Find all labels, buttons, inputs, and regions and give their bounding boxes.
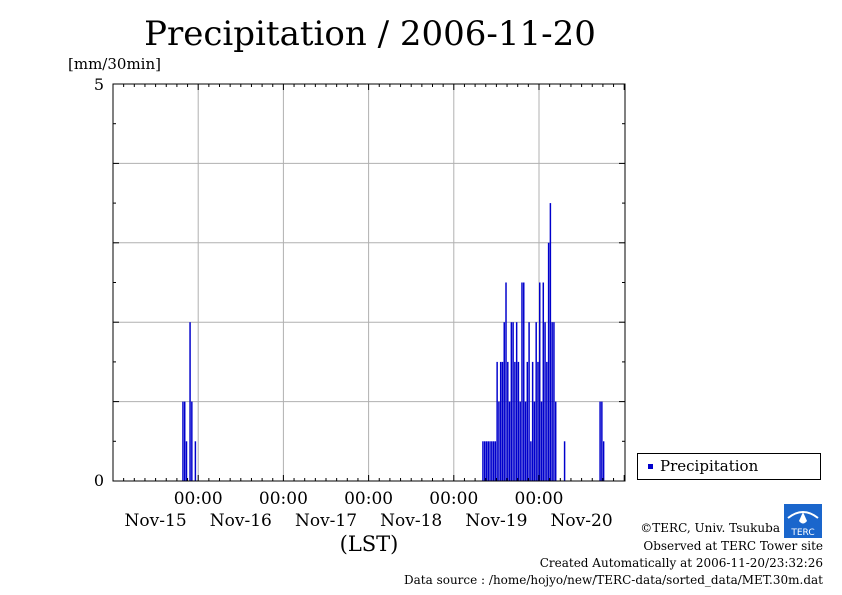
credit-copyright: ©TERC, Univ. Tsukuba <box>640 521 780 535</box>
bar <box>533 401 536 481</box>
x-date-tick-label: Nov-17 <box>294 511 358 531</box>
y-tick-label-min: 0 <box>93 471 104 490</box>
bar <box>528 322 530 481</box>
x-date-tick-label: Nov-15 <box>124 511 187 531</box>
bar <box>494 441 497 481</box>
bar <box>539 282 541 481</box>
x-time-tick-label: 00:00 <box>173 489 223 509</box>
chart-title: Precipitation / 2006-11-20 <box>144 14 596 54</box>
bar <box>507 361 509 481</box>
bar <box>505 282 507 481</box>
bar <box>542 282 545 481</box>
bar <box>523 282 525 481</box>
bar <box>508 401 511 481</box>
y-axis-unit-label: [mm/30min] <box>68 55 161 73</box>
bar <box>517 361 520 481</box>
bar <box>531 361 534 481</box>
x-date-tick-label: Nov-18 <box>380 511 443 531</box>
bar <box>551 322 553 481</box>
credit-data-source: Data source : /home/hojyo/new/TERC-data/… <box>404 573 823 587</box>
x-date-tick-label: Nov-16 <box>209 511 272 531</box>
bar <box>553 322 555 481</box>
legend: Precipitation <box>637 453 821 480</box>
bar <box>482 441 484 481</box>
bar <box>549 203 552 481</box>
bar <box>191 401 193 481</box>
plot-frame <box>112 83 626 482</box>
bar <box>499 361 502 481</box>
bar <box>501 361 504 481</box>
bar <box>514 361 516 481</box>
logo-text: TERC <box>790 528 814 538</box>
x-axis-label: (LST) <box>339 532 399 556</box>
bar <box>537 361 539 481</box>
x-time-tick-label: 00:00 <box>258 489 308 509</box>
bar <box>602 441 605 481</box>
bar <box>485 441 488 481</box>
bar <box>601 401 603 481</box>
bar <box>535 322 537 481</box>
bar <box>554 401 557 481</box>
bar <box>512 322 514 481</box>
bar <box>540 401 543 481</box>
bar <box>492 441 495 481</box>
bar <box>498 401 500 481</box>
x-date-tick-label: Nov-19 <box>465 511 528 531</box>
terc-logo: TERC <box>784 504 822 538</box>
bar <box>184 401 186 481</box>
bar <box>182 401 184 481</box>
x-time-tick-label: 00:00 <box>429 489 479 509</box>
bar <box>521 282 523 481</box>
legend-swatch-precipitation <box>648 464 653 469</box>
bar <box>524 401 527 481</box>
bar <box>546 361 548 481</box>
credit-site: Observed at TERC Tower site <box>643 539 823 553</box>
bar <box>194 441 197 481</box>
bar <box>526 361 529 481</box>
bar <box>547 242 550 481</box>
bar <box>510 322 513 481</box>
bar <box>530 441 532 481</box>
y-tick-label-max: 5 <box>93 75 104 94</box>
bar <box>599 401 601 481</box>
bar <box>544 322 546 481</box>
bar <box>503 322 505 481</box>
credit-created: Created Automatically at 2006-11-20/23:3… <box>539 556 823 570</box>
bar <box>515 322 518 481</box>
x-time-tick-label: 00:00 <box>514 489 564 509</box>
bar <box>491 441 493 481</box>
bar <box>563 441 566 481</box>
x-time-tick-label: 00:00 <box>344 489 394 509</box>
bar-series-precipitation <box>182 203 605 481</box>
bar <box>496 361 498 481</box>
bar <box>519 401 521 481</box>
bar <box>487 441 489 481</box>
legend-label-precipitation: Precipitation <box>660 457 759 475</box>
bar <box>483 441 486 481</box>
x-date-tick-label: Nov-20 <box>550 511 613 531</box>
bar <box>185 441 188 481</box>
bar <box>489 441 491 481</box>
bar <box>189 322 191 481</box>
